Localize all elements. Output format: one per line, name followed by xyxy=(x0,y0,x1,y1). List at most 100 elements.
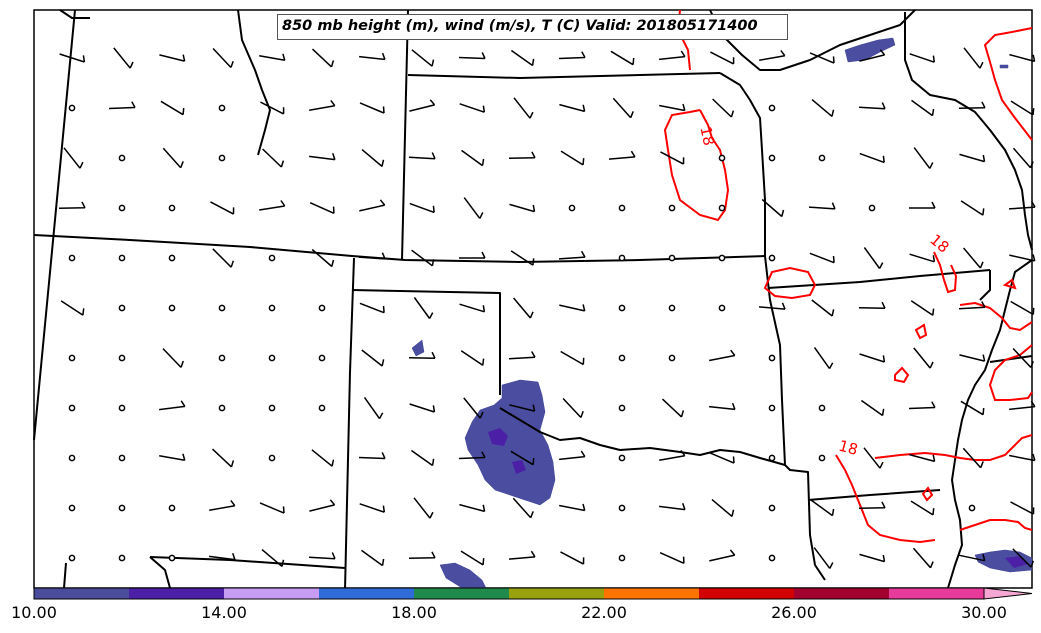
calm-circle-icon xyxy=(618,504,626,512)
wind-barb-icon xyxy=(761,198,785,218)
colorbar-swatch xyxy=(699,588,794,599)
wind-barb-icon xyxy=(612,97,634,119)
wind-barb-icon xyxy=(659,503,686,511)
calm-circle-icon xyxy=(218,304,226,312)
calm-circle-icon xyxy=(168,304,176,312)
wind-barb-icon xyxy=(261,549,285,567)
wind-barb-icon xyxy=(358,252,386,260)
wind-barb-icon xyxy=(559,103,586,113)
wind-barb-icon xyxy=(458,451,486,460)
wind-barb-icon xyxy=(463,397,484,419)
wind-barb-icon xyxy=(909,453,936,463)
wind-barb-icon xyxy=(508,550,536,560)
wind-barb-icon xyxy=(912,547,934,569)
wind-barb-icon xyxy=(160,100,185,116)
wind-barb-icon xyxy=(460,350,485,366)
wind-barb-icon xyxy=(309,499,336,512)
wind-barb-icon xyxy=(963,247,984,269)
calm-circle-icon xyxy=(68,504,76,512)
wind-barb-icon xyxy=(559,503,586,512)
wind-barb-icon xyxy=(358,452,386,460)
wind-barb-icon xyxy=(259,502,285,514)
calm-circle-icon xyxy=(818,454,826,462)
contour-label-1: 18 xyxy=(696,125,718,147)
wind-barb-icon xyxy=(1009,453,1036,462)
calm-circle-icon xyxy=(268,304,276,312)
wind-barb-icon xyxy=(461,149,485,167)
wind-barb-icon xyxy=(960,200,985,216)
calm-circle-icon xyxy=(268,404,276,412)
wind-barb-icon xyxy=(959,554,986,562)
calm-circle-icon xyxy=(68,254,76,262)
wind-barb-icon xyxy=(361,549,385,567)
wind-barb-icon xyxy=(359,302,385,314)
wind-barb-icon xyxy=(259,53,286,62)
calm-circle-icon xyxy=(318,354,326,362)
wind-barb-icon xyxy=(709,349,736,362)
wind-barb-icon xyxy=(909,253,936,263)
wind-barb-icon xyxy=(659,50,686,61)
colorbar-swatch xyxy=(794,588,889,599)
wind-barb-icon xyxy=(311,248,335,268)
wind-barb-icon xyxy=(963,47,984,69)
wind-barb-icon xyxy=(509,404,536,412)
colorbar-tick-label: 26.00 xyxy=(771,603,817,622)
wind-barb-icon xyxy=(510,250,535,266)
wind-barb-icon xyxy=(1008,200,1036,210)
calm-circle-icon xyxy=(768,554,776,562)
calm-circle-icon xyxy=(618,354,626,362)
wind-barb-icon xyxy=(863,447,884,469)
calm-circle-icon xyxy=(718,204,726,212)
wind-barb-icon xyxy=(559,304,586,312)
colorbar-swatch xyxy=(129,588,224,599)
calm-circle-icon xyxy=(118,554,126,562)
calm-circle-icon xyxy=(618,554,626,562)
wind-barb-icon xyxy=(311,48,335,68)
calm-circle-icon xyxy=(718,304,726,312)
calm-circle-icon xyxy=(118,454,126,462)
wind-barb-icon xyxy=(463,197,484,219)
wind-barb-icon xyxy=(408,551,436,559)
calm-circle-layer xyxy=(68,104,976,562)
calm-circle-icon xyxy=(768,104,776,112)
calm-circle-icon xyxy=(268,254,276,262)
calm-circle-icon xyxy=(618,454,626,462)
calm-circle-icon xyxy=(68,354,76,362)
wind-barb-icon xyxy=(858,102,886,110)
calm-circle-icon xyxy=(218,154,226,162)
colorbar-outline xyxy=(33,587,985,600)
wind-barb-icon xyxy=(660,151,685,165)
wind-barb-icon xyxy=(309,153,336,161)
wind-barb-icon xyxy=(962,447,984,469)
calm-circle-icon xyxy=(768,504,776,512)
wind-barb-icon xyxy=(1012,548,1035,568)
calm-circle-icon xyxy=(268,354,276,362)
wind-barb-icon xyxy=(361,149,385,167)
wind-barb-icon xyxy=(808,202,836,210)
calm-circle-icon xyxy=(768,154,776,162)
wind-barb-icon xyxy=(413,497,434,519)
wind-barb-icon xyxy=(1010,100,1035,116)
wind-barb-icon xyxy=(113,47,134,69)
wind-barb-icon xyxy=(259,200,286,211)
wind-barb-icon xyxy=(408,351,436,359)
wind-barb-icon xyxy=(608,150,636,160)
wind-barb-icon xyxy=(309,202,335,214)
wind-barb-icon xyxy=(58,201,86,209)
wind-barb-icon xyxy=(408,152,436,160)
colorbar-swatch xyxy=(889,588,984,599)
wind-barb-icon xyxy=(959,354,986,362)
wind-barb-icon xyxy=(909,53,936,63)
wind-barb-icon xyxy=(359,102,385,114)
wind-barb-icon xyxy=(960,400,985,416)
calm-circle-icon xyxy=(118,504,126,512)
wind-barb-icon xyxy=(459,103,486,113)
calm-circle-icon xyxy=(118,204,126,212)
wind-barb-icon xyxy=(859,553,886,563)
calm-circle-icon xyxy=(668,254,676,262)
colorbar-swatch xyxy=(509,588,604,599)
calm-circle-icon xyxy=(768,354,776,362)
wind-barb-icon xyxy=(913,347,934,369)
wind-barb-icon xyxy=(212,47,234,69)
